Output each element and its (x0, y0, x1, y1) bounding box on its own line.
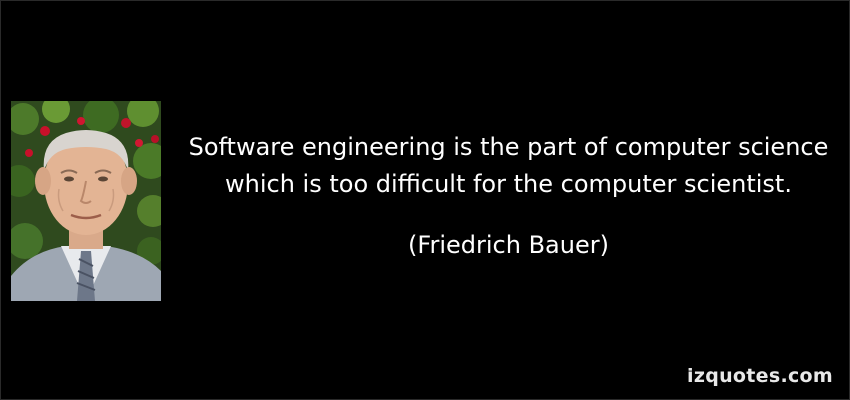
quote-text: Software engineering is the part of comp… (188, 133, 829, 198)
author-portrait (11, 101, 161, 301)
brand-watermark: izquotes.com (687, 365, 833, 387)
quote-author: (Friedrich Bauer) (408, 231, 609, 259)
portrait-photo-icon (11, 101, 161, 301)
